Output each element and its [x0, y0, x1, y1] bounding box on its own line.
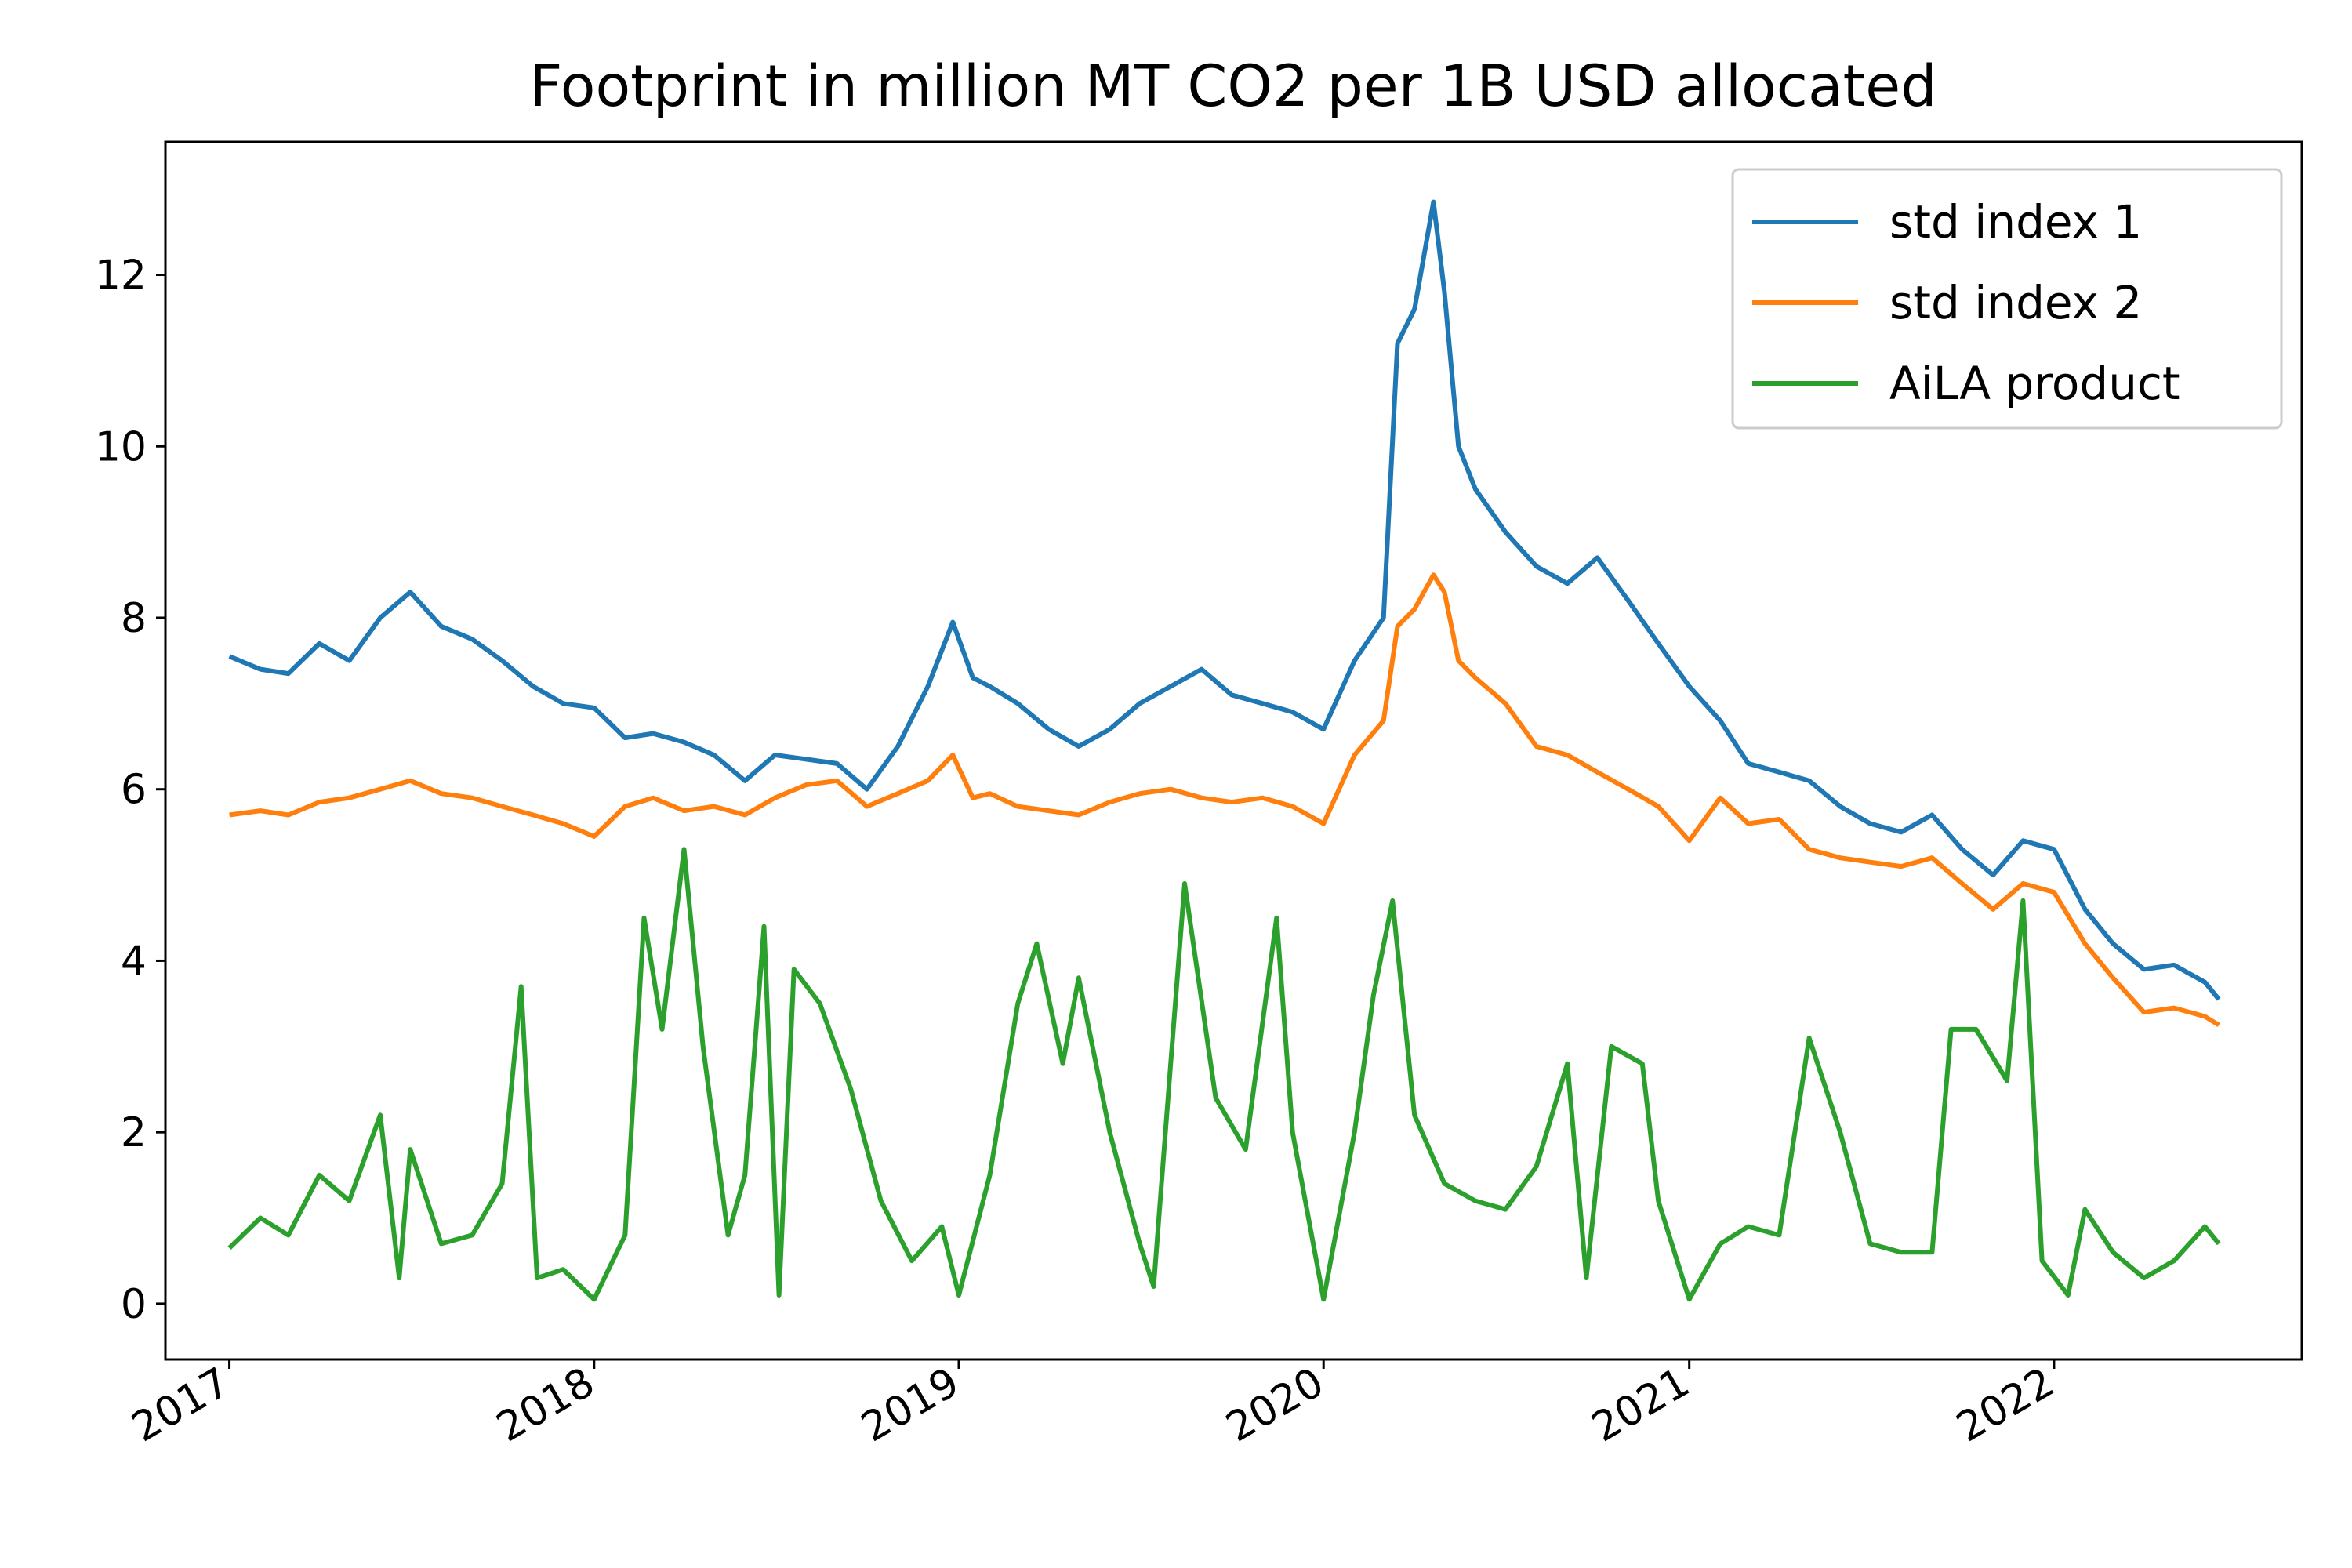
chart-title: Footprint in million MT CO2 per 1B USD a…	[529, 53, 1936, 120]
legend-label: AiLA product	[1889, 357, 2180, 410]
legend: std index 1 std index 2 AiLA product	[1731, 168, 2283, 430]
legend-label: std index 2	[1889, 276, 2142, 329]
x-axis: 2017 2018 2019 2020 2021 2022	[124, 1359, 2062, 1451]
plot-frame	[164, 140, 2303, 1361]
y-axis: 0 2 4 6 8 10 12	[95, 252, 165, 1328]
series-line-2	[229, 572, 2220, 1028]
series-line-1	[228, 199, 2221, 1001]
y-tick-label: 12	[95, 252, 147, 299]
series-line-3	[227, 847, 2221, 1302]
x-tick-label: 2018	[489, 1359, 603, 1451]
series-layer	[227, 199, 2221, 1302]
x-tick-label: 2020	[1218, 1359, 1332, 1451]
legend-box	[1731, 168, 2283, 430]
y-tick-label: 8	[121, 595, 147, 642]
y-tick-label: 6	[121, 767, 147, 814]
y-tick-label: 10	[95, 423, 147, 470]
y-tick-label: 0	[121, 1281, 147, 1328]
x-tick-label: 2017	[124, 1359, 238, 1451]
x-tick-label: 2022	[1949, 1359, 2063, 1451]
x-tick-label: 2019	[854, 1359, 967, 1451]
y-tick-label: 4	[121, 938, 147, 985]
legend-label: std index 1	[1889, 195, 2142, 249]
y-tick-label: 2	[121, 1109, 147, 1156]
x-tick-label: 2021	[1584, 1359, 1698, 1451]
